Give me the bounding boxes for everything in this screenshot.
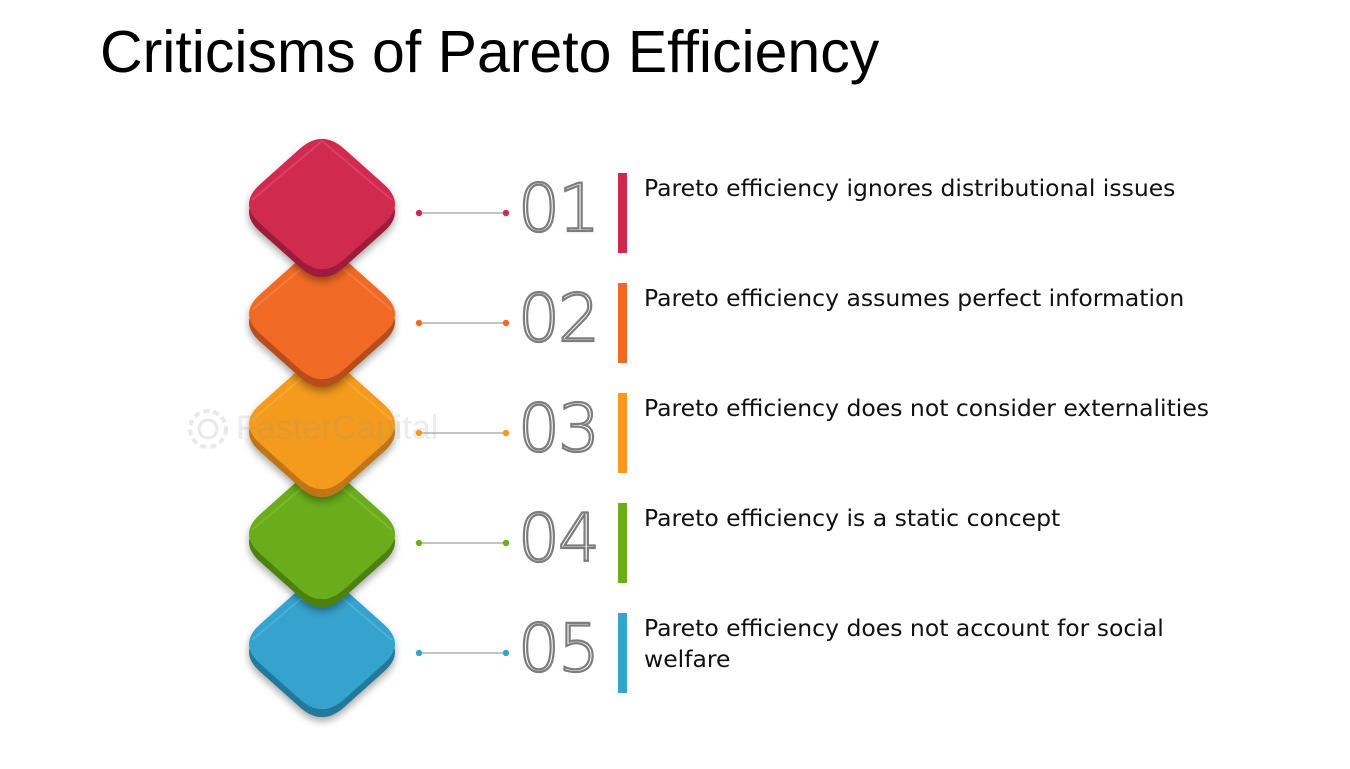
diamond-highlight bbox=[251, 139, 393, 201]
diamond-face bbox=[249, 138, 395, 270]
connector-start-dot-03 bbox=[415, 429, 423, 437]
watermark-text: FasterCapital bbox=[236, 409, 439, 447]
connector-end-dot-02 bbox=[502, 319, 510, 327]
accent-bar-03 bbox=[618, 393, 627, 473]
criticism-text-05: Pareto efficiency does not account for s… bbox=[644, 614, 1164, 673]
step-number-03: 03 bbox=[517, 389, 601, 468]
criticism-text-03: Pareto efficiency does not consider exte… bbox=[644, 394, 1210, 422]
accent-bar-05 bbox=[618, 613, 627, 693]
connector-end-dot-01 bbox=[502, 209, 510, 217]
step-number-02: 02 bbox=[517, 279, 601, 358]
diamond-02 bbox=[249, 248, 395, 388]
criticism-text-01: Pareto efficiency ignores distributional… bbox=[644, 174, 1176, 202]
criticism-text-04: Pareto efficiency is a static concept bbox=[644, 504, 1061, 532]
gear-icon bbox=[188, 409, 228, 449]
accent-bar-01 bbox=[618, 173, 627, 253]
connector-start-dot-01 bbox=[415, 209, 423, 217]
connector-end-dot-05 bbox=[502, 649, 510, 657]
step-number-01: 01 bbox=[517, 169, 601, 248]
diamond-05 bbox=[249, 578, 395, 718]
connector-end-dot-04 bbox=[502, 539, 510, 547]
connector-end-dot-03 bbox=[502, 429, 510, 437]
accent-bar-04 bbox=[618, 503, 627, 583]
accent-bar-02 bbox=[618, 283, 627, 363]
page-title: Criticisms of Pareto Efficiency bbox=[100, 19, 880, 85]
diamond-01 bbox=[249, 138, 395, 278]
criticism-text-02: Pareto efficiency assumes perfect inform… bbox=[644, 284, 1185, 312]
connector-start-dot-04 bbox=[415, 539, 423, 547]
step-number-05: 05 bbox=[517, 609, 601, 688]
watermark: FasterCapital bbox=[180, 404, 438, 454]
connector-start-dot-02 bbox=[415, 319, 423, 327]
diamond-03 bbox=[249, 358, 395, 498]
connector-start-dot-05 bbox=[415, 649, 423, 657]
step-number-04: 04 bbox=[517, 499, 601, 578]
